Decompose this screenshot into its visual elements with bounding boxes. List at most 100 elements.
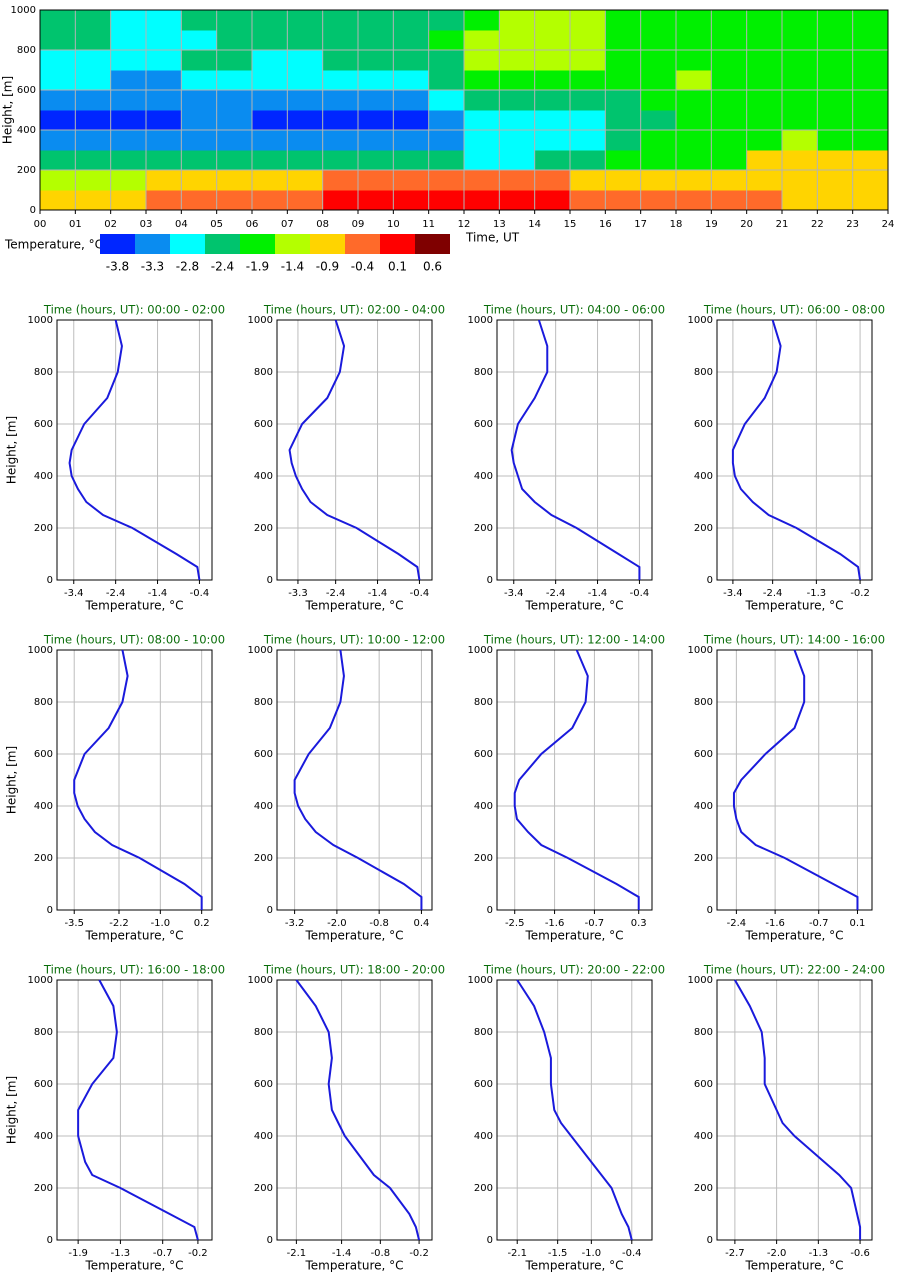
profile-line	[734, 979, 862, 1240]
heat-cell	[746, 130, 783, 151]
heat-cell	[464, 110, 500, 131]
y-tick-label: 200	[694, 1183, 713, 1194]
heat-cell	[464, 170, 500, 191]
heat-cell	[358, 70, 394, 91]
heat-cell	[40, 110, 76, 131]
colorbar-tick-label: -1.4	[281, 260, 304, 274]
colorbar-swatch	[310, 234, 345, 254]
y-tick-label: 1000	[28, 315, 53, 326]
heat-cell	[640, 30, 677, 51]
heat-cell	[817, 110, 854, 131]
heat-cell	[464, 30, 500, 51]
x-tick-label: 20	[740, 219, 753, 230]
x-tick-label: -1.6	[765, 918, 785, 929]
heat-cell	[75, 70, 112, 91]
x-axis-label: Time, UT	[465, 231, 520, 245]
heat-cell	[252, 190, 288, 211]
y-tick-label: 600	[254, 749, 273, 760]
heat-cell	[358, 50, 394, 71]
heat-cell	[534, 50, 571, 71]
heat-cell	[216, 190, 253, 211]
heat-cell	[216, 150, 253, 171]
y-tick-label: 400	[474, 1131, 493, 1142]
heat-cell	[640, 190, 677, 211]
heat-cell	[605, 110, 642, 131]
x-tick-label: 0.2	[194, 918, 210, 929]
heat-cell	[464, 70, 500, 91]
x-tick-label: -2.0	[327, 918, 347, 929]
heat-cell	[146, 130, 182, 151]
heat-cell	[358, 10, 394, 31]
heat-cell	[322, 70, 359, 91]
y-tick-label: 600	[694, 1079, 713, 1090]
x-tick-label: -0.4	[622, 1248, 642, 1259]
x-tick-label: 12	[458, 219, 471, 230]
x-tick-label: -0.8	[371, 1248, 391, 1259]
y-tick-label: 200	[34, 1183, 53, 1194]
heat-cell	[464, 150, 500, 171]
heat-cell	[570, 30, 606, 51]
plot-frame	[716, 979, 873, 1241]
x-tick-label: -1.3	[809, 1248, 829, 1259]
heat-cell	[640, 110, 677, 131]
heat-cell	[146, 10, 182, 31]
colorbar-swatch	[345, 234, 380, 254]
x-axis-label: Temperature, °C	[304, 599, 403, 613]
profile-line	[77, 979, 199, 1241]
heat-cell	[817, 70, 854, 91]
y-tick-label: 600	[694, 419, 713, 430]
x-tick-label: 11	[422, 219, 435, 230]
y-tick-label: 200	[254, 523, 273, 534]
heat-cell	[75, 190, 112, 211]
heat-cell	[110, 110, 147, 131]
heat-cell	[358, 90, 394, 111]
heat-cell	[534, 110, 571, 131]
heat-cell	[110, 30, 147, 51]
heat-cell	[428, 110, 465, 131]
heat-cell	[358, 110, 394, 131]
x-tick-label: -0.4	[410, 588, 430, 599]
heat-cell	[464, 130, 500, 151]
heat-cell	[676, 150, 712, 171]
x-tick-label: 09	[352, 219, 365, 230]
heat-cell	[75, 170, 112, 191]
y-tick-label: 200	[34, 523, 53, 534]
plot-frame	[276, 319, 433, 581]
heat-cell	[711, 10, 748, 31]
heat-cell	[534, 170, 571, 191]
heat-cell	[216, 30, 253, 51]
x-tick-label: 21	[776, 219, 789, 230]
plot-frame	[716, 319, 873, 581]
x-tick-label: 18	[670, 219, 683, 230]
heat-cell	[40, 190, 76, 211]
heat-cell	[146, 150, 182, 171]
heat-cell	[676, 30, 712, 51]
heat-cell	[287, 190, 324, 211]
heat-cell	[570, 170, 606, 191]
y-tick-label: 800	[34, 1027, 53, 1038]
heat-cell	[110, 130, 147, 151]
x-axis-label: Temperature, °C	[304, 1259, 403, 1273]
chart-title: Time (hours, UT): 22:00 - 24:00	[703, 963, 885, 977]
heat-cell	[570, 70, 606, 91]
heat-cell	[499, 110, 536, 131]
heat-cell	[711, 30, 748, 51]
heat-cell	[640, 170, 677, 191]
heat-cell	[287, 30, 324, 51]
heat-cell	[640, 70, 677, 91]
x-tick-label: -2.4	[727, 918, 747, 929]
x-axis-label: Temperature, °C	[744, 599, 843, 613]
heat-cell	[428, 170, 465, 191]
heat-cell	[852, 190, 889, 211]
heat-cell	[181, 10, 218, 31]
x-tick-label: 10	[387, 219, 400, 230]
heat-cell	[570, 130, 606, 151]
heat-cell	[852, 10, 889, 31]
y-tick-label: 800	[694, 1027, 713, 1038]
x-tick-label: -2.5	[505, 918, 525, 929]
heat-cell	[393, 50, 430, 71]
x-axis-label: Temperature, °C	[524, 1259, 623, 1273]
heat-cell	[852, 170, 889, 191]
